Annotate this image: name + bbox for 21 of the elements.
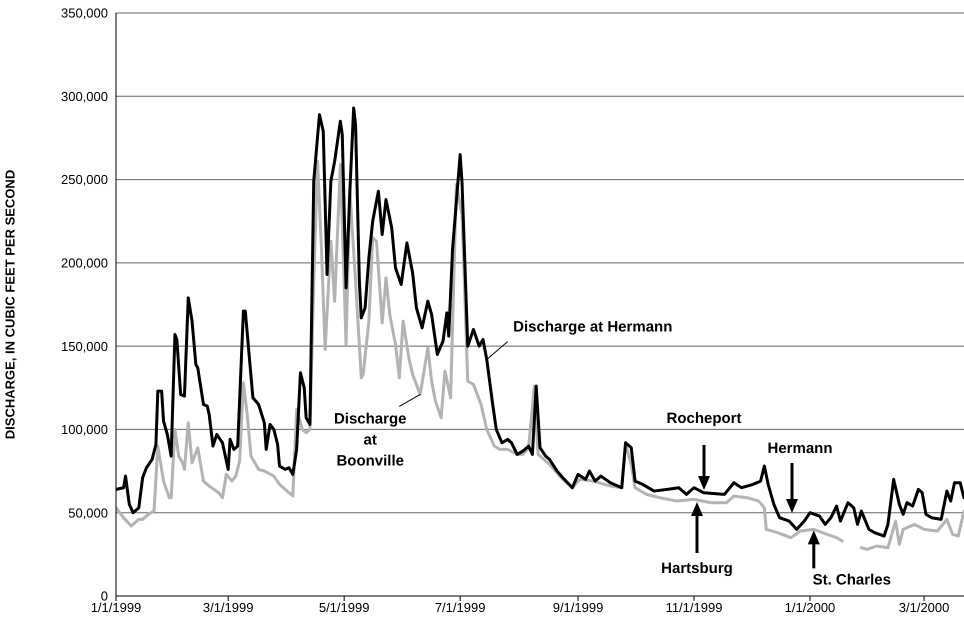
x-tick-label: 5/1/1999 <box>318 600 370 616</box>
annotation: Hartsburg <box>661 560 733 577</box>
y-axis-title: DISCHARGE, IN CUBIC FEET PER SECOND <box>2 170 18 440</box>
x-tick-label: 3/1/2000 <box>898 600 950 616</box>
annotation: St. Charles <box>812 571 891 588</box>
y-tick-label: 50,000 <box>68 505 108 520</box>
annotation: Rocheport <box>666 410 742 427</box>
x-tick-label: 1/1/2000 <box>784 600 836 616</box>
x-tick-label: 9/1/1999 <box>552 600 604 616</box>
y-tick-label: 200,000 <box>61 255 108 270</box>
y-tick-label: 300,000 <box>61 88 108 104</box>
y-tick-label: 100,000 <box>61 422 108 438</box>
annotation: Discharge at Hermann <box>513 318 672 336</box>
annotation: Discharge at Boonville <box>334 410 406 470</box>
y-tick-label: 350,000 <box>61 6 108 21</box>
y-tick-label: 150,000 <box>61 338 108 354</box>
x-tick-label: 11/1/1999 <box>666 600 722 616</box>
y-tick-label: 250,000 <box>61 172 108 188</box>
x-tick-label: 7/1/1999 <box>434 600 486 616</box>
annotation: Hermann <box>767 440 833 457</box>
x-tick-label: 3/1/1999 <box>202 600 254 616</box>
